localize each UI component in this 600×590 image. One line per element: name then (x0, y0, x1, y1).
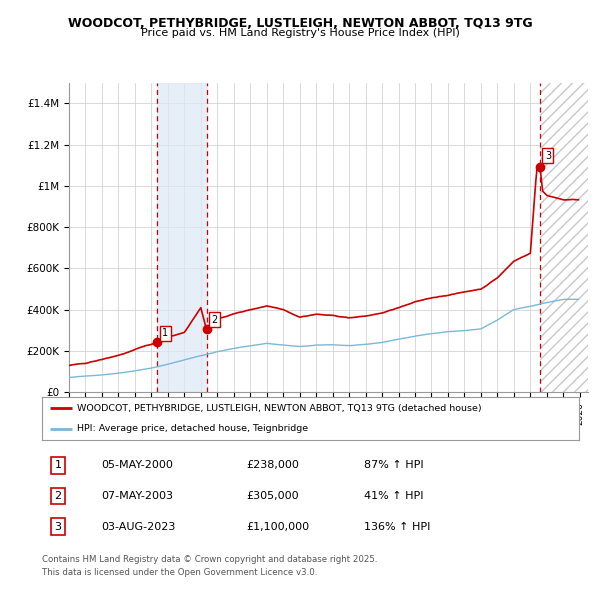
Text: £1,100,000: £1,100,000 (246, 522, 309, 532)
Text: 3: 3 (55, 522, 62, 532)
Text: WOODCOT, PETHYBRIDGE, LUSTLEIGH, NEWTON ABBOT, TQ13 9TG: WOODCOT, PETHYBRIDGE, LUSTLEIGH, NEWTON … (68, 17, 532, 30)
Text: 2: 2 (55, 491, 62, 501)
Text: £238,000: £238,000 (246, 460, 299, 470)
Text: WOODCOT, PETHYBRIDGE, LUSTLEIGH, NEWTON ABBOT, TQ13 9TG (detached house): WOODCOT, PETHYBRIDGE, LUSTLEIGH, NEWTON … (77, 404, 482, 412)
Text: £305,000: £305,000 (246, 491, 299, 501)
Text: 07-MAY-2003: 07-MAY-2003 (101, 491, 173, 501)
Text: Contains HM Land Registry data © Crown copyright and database right 2025.: Contains HM Land Registry data © Crown c… (42, 555, 377, 563)
Text: 41% ↑ HPI: 41% ↑ HPI (364, 491, 424, 501)
Bar (540, 83, 588, 392)
Text: 2: 2 (212, 314, 218, 325)
Text: 05-MAY-2000: 05-MAY-2000 (101, 460, 173, 470)
Text: 136% ↑ HPI: 136% ↑ HPI (364, 522, 431, 532)
Text: 1: 1 (162, 328, 168, 338)
Text: This data is licensed under the Open Government Licence v3.0.: This data is licensed under the Open Gov… (42, 568, 317, 576)
Text: 3: 3 (545, 150, 551, 160)
Text: HPI: Average price, detached house, Teignbridge: HPI: Average price, detached house, Teig… (77, 424, 308, 433)
Text: 87% ↑ HPI: 87% ↑ HPI (364, 460, 424, 470)
Text: 03-AUG-2023: 03-AUG-2023 (101, 522, 175, 532)
Bar (157, 83, 206, 392)
Text: Price paid vs. HM Land Registry's House Price Index (HPI): Price paid vs. HM Land Registry's House … (140, 28, 460, 38)
Bar (540, 83, 588, 392)
Text: 1: 1 (55, 460, 62, 470)
